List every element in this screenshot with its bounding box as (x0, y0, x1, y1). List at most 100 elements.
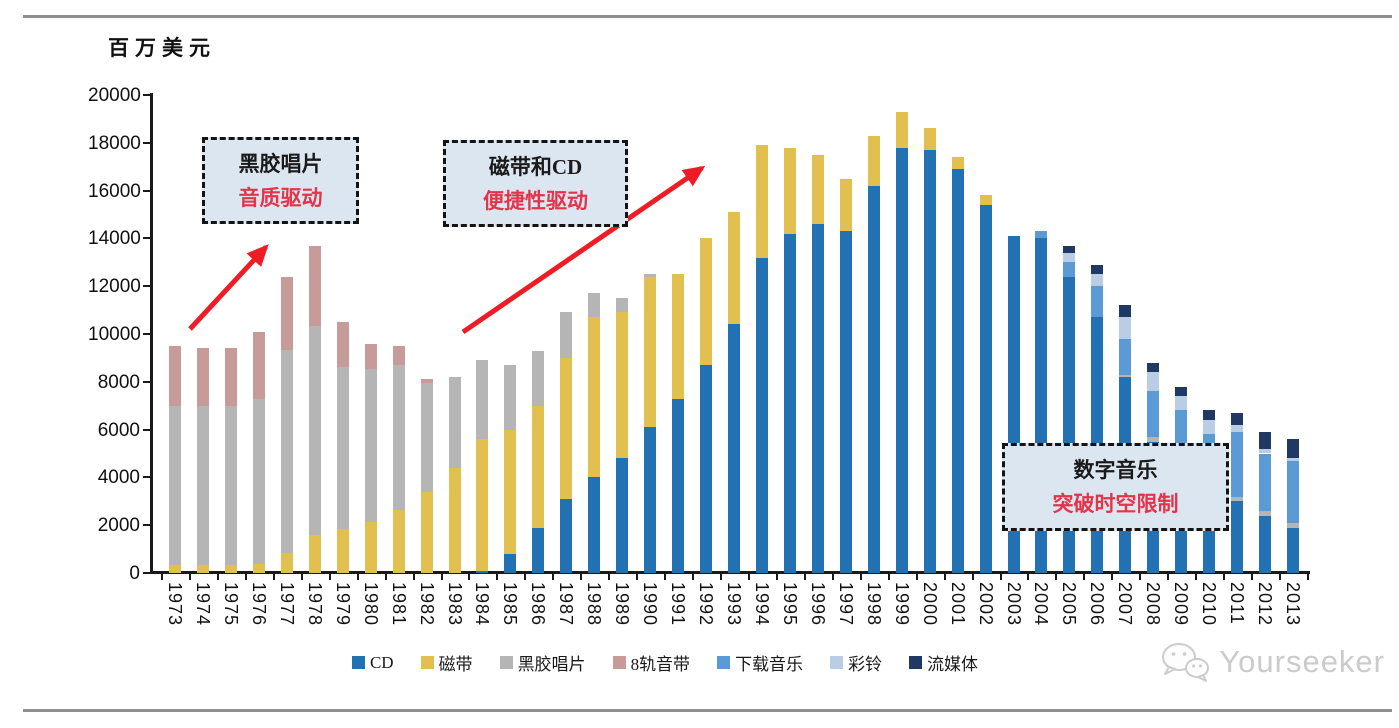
x-tick (1279, 573, 1282, 580)
bar-segment-磁带-1973 (169, 564, 181, 573)
legend-item-流媒体: 流媒体 (909, 650, 978, 675)
y-tick-label: 6000 (97, 419, 140, 441)
bar-segment-8轨音带-1976 (252, 331, 265, 399)
bar-segment-8轨音带-1981 (392, 345, 405, 366)
bar-segment-黑胶唱片-1979 (336, 367, 349, 529)
bar-segment-彩铃-2011 (1231, 424, 1244, 432)
bar-segment-下载音乐-2008 (1147, 391, 1160, 437)
legend-item-下载音乐: 下载音乐 (717, 650, 803, 675)
bar-segment-黑胶唱片-2013 (1287, 522, 1299, 528)
x-tick-label-1980: 1980 (360, 582, 381, 627)
bar-segment-8轨音带-1975 (224, 348, 237, 406)
legend-swatch-磁带 (420, 656, 434, 669)
y-tick-label: 14000 (88, 228, 141, 250)
x-tick-label-1991: 1991 (668, 582, 689, 627)
legend-label-流媒体: 流媒体 (927, 655, 979, 674)
y-tick-label: 8000 (97, 371, 140, 393)
x-tick-label-1989: 1989 (612, 582, 633, 627)
bar-segment-黑胶唱片-1982 (420, 382, 433, 492)
x-tick (524, 573, 527, 580)
y-tick (143, 94, 151, 96)
x-tick-label-2006: 2006 (1087, 582, 1108, 627)
bar-segment-磁带-1988 (588, 317, 601, 478)
x-tick-label-2010: 2010 (1199, 582, 1220, 627)
bar-segment-黑胶唱片-1989 (616, 298, 629, 313)
legend-item-磁带: 磁带 (420, 650, 473, 675)
x-tick-label-1973: 1973 (165, 582, 185, 627)
watermark: Yourseeker (1159, 640, 1385, 684)
x-tick-label-1979: 1979 (332, 582, 353, 627)
y-tick (143, 572, 151, 574)
bar-segment-下载音乐-2012 (1259, 453, 1272, 511)
x-tick-label-2012: 2012 (1255, 582, 1276, 627)
bar-segment-磁带-1977 (280, 552, 293, 573)
x-tick (636, 573, 639, 580)
x-tick (244, 573, 247, 580)
bar-segment-彩铃-2012 (1259, 448, 1272, 454)
bar-segment-8轨音带-1978 (308, 245, 321, 326)
bar-segment-CD-2011 (1231, 501, 1244, 573)
bar-segment-磁带-1990 (644, 276, 657, 428)
x-tick (580, 573, 583, 580)
legend-item-CD: CD (351, 653, 394, 673)
x-tick (859, 573, 862, 580)
bar-segment-黑胶唱片-1987 (560, 312, 573, 358)
bar-segment-CD-1986 (532, 527, 545, 573)
bar-segment-磁带-1992 (700, 238, 713, 366)
bar-segment-流媒体-2011 (1231, 412, 1244, 425)
x-tick-label-1997: 1997 (835, 582, 856, 627)
bar-segment-黑胶唱片-1985 (504, 365, 517, 430)
bar-segment-彩铃-2009 (1175, 396, 1188, 411)
x-tick (971, 573, 974, 580)
x-tick (552, 573, 555, 580)
bar-segment-8轨音带-1974 (196, 348, 209, 406)
bar-segment-流媒体-2009 (1175, 386, 1188, 397)
bar-segment-磁带-1980 (364, 521, 377, 573)
x-tick (384, 573, 387, 580)
bar-segment-磁带-1995 (783, 147, 796, 234)
bar-segment-磁带-1994 (755, 145, 768, 258)
bar-segment-黑胶唱片-1977 (280, 350, 293, 553)
legend-item-8轨音带: 8轨音带 (612, 650, 690, 675)
bar-segment-磁带-2001 (951, 157, 964, 170)
bar-segment-彩铃-2013 (1287, 458, 1299, 461)
callout-digital-title: 数字音乐 (1073, 458, 1158, 482)
bar-segment-磁带-1999 (895, 111, 908, 148)
y-tick (143, 285, 151, 288)
x-tick (1027, 573, 1030, 580)
top-rule (23, 15, 1392, 18)
bar-segment-CD-2001 (951, 169, 964, 573)
bar-segment-磁带-1975 (224, 564, 237, 573)
bar-segment-黑胶唱片-1981 (392, 365, 405, 510)
bar-segment-磁带-1974 (196, 564, 209, 573)
bar-segment-彩铃-2007 (1119, 317, 1132, 339)
bottom-rule (23, 709, 1392, 712)
bar-segment-8轨音带-1977 (280, 277, 293, 350)
callout-cassette-cd-title: 磁带和CD (488, 154, 583, 179)
y-tick-label: 12000 (88, 276, 141, 298)
bar-segment-下载音乐-2006 (1091, 286, 1104, 318)
y-tick-label: 18000 (88, 132, 141, 154)
bar-segment-彩铃-2008 (1147, 372, 1160, 392)
x-tick (1251, 573, 1254, 580)
legend-item-黑胶唱片: 黑胶唱片 (499, 650, 586, 675)
bar-segment-下载音乐-2005 (1063, 262, 1076, 277)
callout-digital: 数字音乐 突破时空限制 (1002, 443, 1229, 531)
x-tick (216, 573, 219, 580)
bar-segment-流媒体-2013 (1287, 439, 1299, 459)
bar-segment-磁带-1979 (336, 528, 349, 573)
bar-segment-下载音乐-2011 (1231, 431, 1244, 497)
bar-segment-黑胶唱片-1984 (476, 360, 489, 440)
x-tick (1167, 573, 1170, 580)
bar-segment-CD-1991 (672, 398, 685, 573)
x-tick (1111, 573, 1114, 580)
legend-label-黑胶唱片: 黑胶唱片 (517, 655, 586, 674)
bar-segment-黑胶唱片-1973 (169, 405, 181, 565)
x-tick-label-2007: 2007 (1115, 582, 1136, 627)
bar-segment-CD-1999 (895, 147, 908, 573)
x-tick (496, 573, 499, 580)
watermark-text: Yourseeker (1219, 644, 1385, 679)
bar-segment-流媒体-2008 (1147, 362, 1160, 373)
bar-segment-磁带-1982 (420, 491, 433, 573)
x-tick-label-1999: 1999 (891, 582, 912, 627)
